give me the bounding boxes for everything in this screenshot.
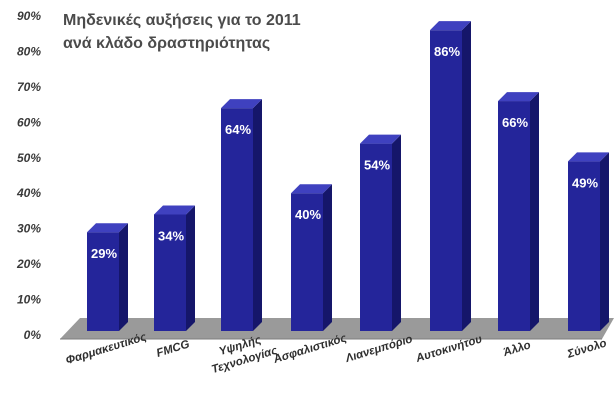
bar-side xyxy=(530,92,539,331)
bar-value-label: 40% xyxy=(295,207,321,222)
chart-title: Μηδενικές αυξήσεις για το 2011 ανά κλάδο… xyxy=(63,12,301,52)
floor-plane xyxy=(60,318,614,339)
y-tick-label: 60% xyxy=(17,115,41,129)
bar-front xyxy=(154,214,186,331)
bar-top xyxy=(291,184,332,194)
bar xyxy=(87,223,128,331)
bar xyxy=(154,205,195,331)
bar-front xyxy=(498,101,530,331)
y-axis: 0% 10% 20% 30% 40% 50% 60% 70% 80% 90% xyxy=(16,9,41,342)
bar-value-label: 34% xyxy=(158,228,184,243)
bars xyxy=(87,21,609,332)
y-tick-label: 50% xyxy=(17,151,41,165)
bar-side xyxy=(119,223,128,331)
bar-side xyxy=(253,99,262,332)
bar-top xyxy=(360,134,401,144)
y-tick-label: 80% xyxy=(17,44,41,58)
y-tick-label: 90% xyxy=(17,9,41,23)
bar-top xyxy=(568,152,609,162)
data-labels: 29% 34% 64% 40% 54% 86% 66% 49% xyxy=(91,44,598,261)
bar-value-label: 66% xyxy=(502,115,528,130)
chart-title-line-1: Μηδενικές αυξήσεις για το 2011 xyxy=(63,12,301,29)
bar-value-label: 49% xyxy=(572,175,598,190)
y-tick-label: 40% xyxy=(16,186,41,200)
y-tick-label: 10% xyxy=(17,293,41,307)
y-tick-label: 0% xyxy=(24,328,42,342)
bar-side xyxy=(462,21,471,332)
bar-top xyxy=(430,21,471,31)
x-tick-label-line: Άλλο xyxy=(501,339,532,359)
bar-top xyxy=(221,99,262,109)
bar-top xyxy=(498,92,539,102)
bar-side xyxy=(392,134,401,331)
bar-top xyxy=(87,223,128,233)
bar-value-label: 86% xyxy=(434,44,460,59)
x-tick-label-line: FMCG xyxy=(155,338,191,359)
chart-title-line-2: ανά κλάδο δραστηριότητας xyxy=(63,35,270,52)
bar-value-label: 54% xyxy=(364,158,390,173)
y-tick-label: 20% xyxy=(16,257,41,271)
bar xyxy=(291,184,332,331)
bar-front xyxy=(430,30,462,332)
bar-side xyxy=(600,152,609,331)
bar xyxy=(221,99,262,332)
bar-front xyxy=(221,108,253,332)
bar-side xyxy=(323,184,332,331)
bar-value-label: 29% xyxy=(91,246,117,261)
bar xyxy=(568,152,609,331)
x-tick-label: Σύνολο xyxy=(565,338,608,362)
bar-top xyxy=(154,205,195,215)
y-tick-label: 30% xyxy=(17,222,41,236)
bar-front xyxy=(87,232,119,331)
bar-front xyxy=(568,161,600,331)
bar-front xyxy=(291,193,323,331)
bar xyxy=(430,21,471,332)
bar-value-label: 64% xyxy=(225,122,251,137)
y-tick-label: 70% xyxy=(17,80,41,94)
bar xyxy=(498,92,539,331)
bar-side xyxy=(186,205,195,331)
bar-front xyxy=(360,143,392,331)
x-tick-label: FMCG xyxy=(155,338,191,359)
x-tick-label: Άλλο xyxy=(501,339,532,359)
x-tick-label-line: Σύνολο xyxy=(565,338,608,362)
chart-floor xyxy=(60,318,614,340)
bar xyxy=(360,134,401,331)
